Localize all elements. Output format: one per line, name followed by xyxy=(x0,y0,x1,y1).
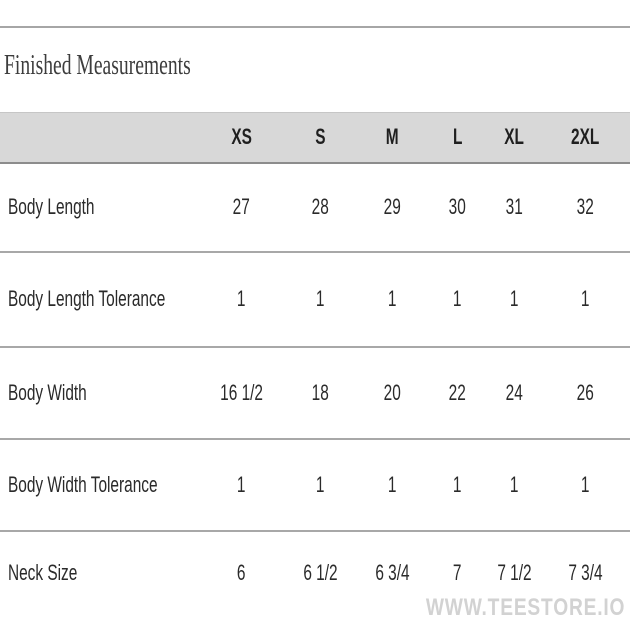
measurement-value: 24 xyxy=(505,379,523,405)
size-column-header-l: L xyxy=(428,125,487,149)
measurement-value: 16 1/2 xyxy=(220,379,263,405)
measurement-value: 7 xyxy=(453,559,462,585)
row-label: Body Length Tolerance xyxy=(8,286,166,312)
measurement-value: 1 xyxy=(453,286,462,312)
page-title: Finished Measurements xyxy=(4,50,191,81)
measurement-value: 7 3/4 xyxy=(568,559,603,585)
measurement-value: 1 xyxy=(315,286,325,312)
size-column-header-xl: XL xyxy=(487,125,541,149)
row-label: Body Width xyxy=(8,379,87,405)
measurement-value: 7 1/2 xyxy=(496,559,532,585)
measurement-value: 6 3/4 xyxy=(375,559,410,585)
measurement-value: 1 xyxy=(237,286,246,312)
measurement-value: 1 xyxy=(509,471,519,497)
table-row-body-length-tolerance: Body Length Tolerance 1 1 1 1 1 1 xyxy=(0,253,630,348)
measurement-value: 1 xyxy=(388,286,397,312)
measurement-value: 31 xyxy=(505,194,523,220)
measurement-value: 27 xyxy=(232,194,251,220)
measurement-value: 18 xyxy=(311,379,329,405)
size-column-header-xs: XS xyxy=(200,125,283,149)
size-column-header-label: L xyxy=(452,124,463,150)
size-column-header-m: M xyxy=(357,125,428,149)
watermark: WWW.TEESTORE.IO xyxy=(425,594,625,621)
table-header-row: XS S M L XL 2XL xyxy=(0,112,630,164)
measurement-value: 26 xyxy=(576,379,595,405)
measurement-value: 1 xyxy=(315,471,325,497)
measurement-value: 1 xyxy=(388,471,397,497)
measurement-value: 28 xyxy=(311,194,329,220)
table-row-body-width: Body Width 16 1/2 18 20 22 24 26 xyxy=(0,348,630,440)
size-chart-table: XS S M L XL 2XL Body Length 27 28 29 30 … xyxy=(0,112,630,614)
measurement-value: 30 xyxy=(448,194,467,220)
measurement-value: 29 xyxy=(383,194,402,220)
table-row-neck-size: Neck Size 6 6 1/2 6 3/4 7 7 1/2 7 3/4 xyxy=(0,532,630,614)
measurement-value: 1 xyxy=(581,471,590,497)
measurement-value: 1 xyxy=(453,471,462,497)
top-divider xyxy=(0,26,630,28)
row-label: Body Width Tolerance xyxy=(8,471,158,497)
row-label: Neck Size xyxy=(8,559,78,585)
measurement-value: 22 xyxy=(448,379,467,405)
size-column-header-2xl: 2XL xyxy=(541,125,630,149)
size-column-header-label: 2XL xyxy=(571,124,600,150)
measurement-value: 6 1/2 xyxy=(302,559,338,585)
measurement-value: 1 xyxy=(237,471,246,497)
measurement-value: 32 xyxy=(576,194,595,220)
row-label: Body Length xyxy=(8,194,95,220)
size-column-header-label: XL xyxy=(504,124,524,150)
measurement-value: 1 xyxy=(581,286,590,312)
table-row-body-length: Body Length 27 28 29 30 31 32 xyxy=(0,164,630,253)
size-column-header-label: M xyxy=(386,124,399,150)
size-column-header-s: S xyxy=(283,125,357,149)
size-column-header-label: XS xyxy=(231,124,252,150)
measurement-value: 20 xyxy=(383,379,402,405)
measurement-value: 6 xyxy=(237,559,246,585)
table-row-body-width-tolerance: Body Width Tolerance 1 1 1 1 1 1 xyxy=(0,440,630,532)
size-column-header-label: S xyxy=(314,124,326,150)
measurement-value: 1 xyxy=(509,286,519,312)
